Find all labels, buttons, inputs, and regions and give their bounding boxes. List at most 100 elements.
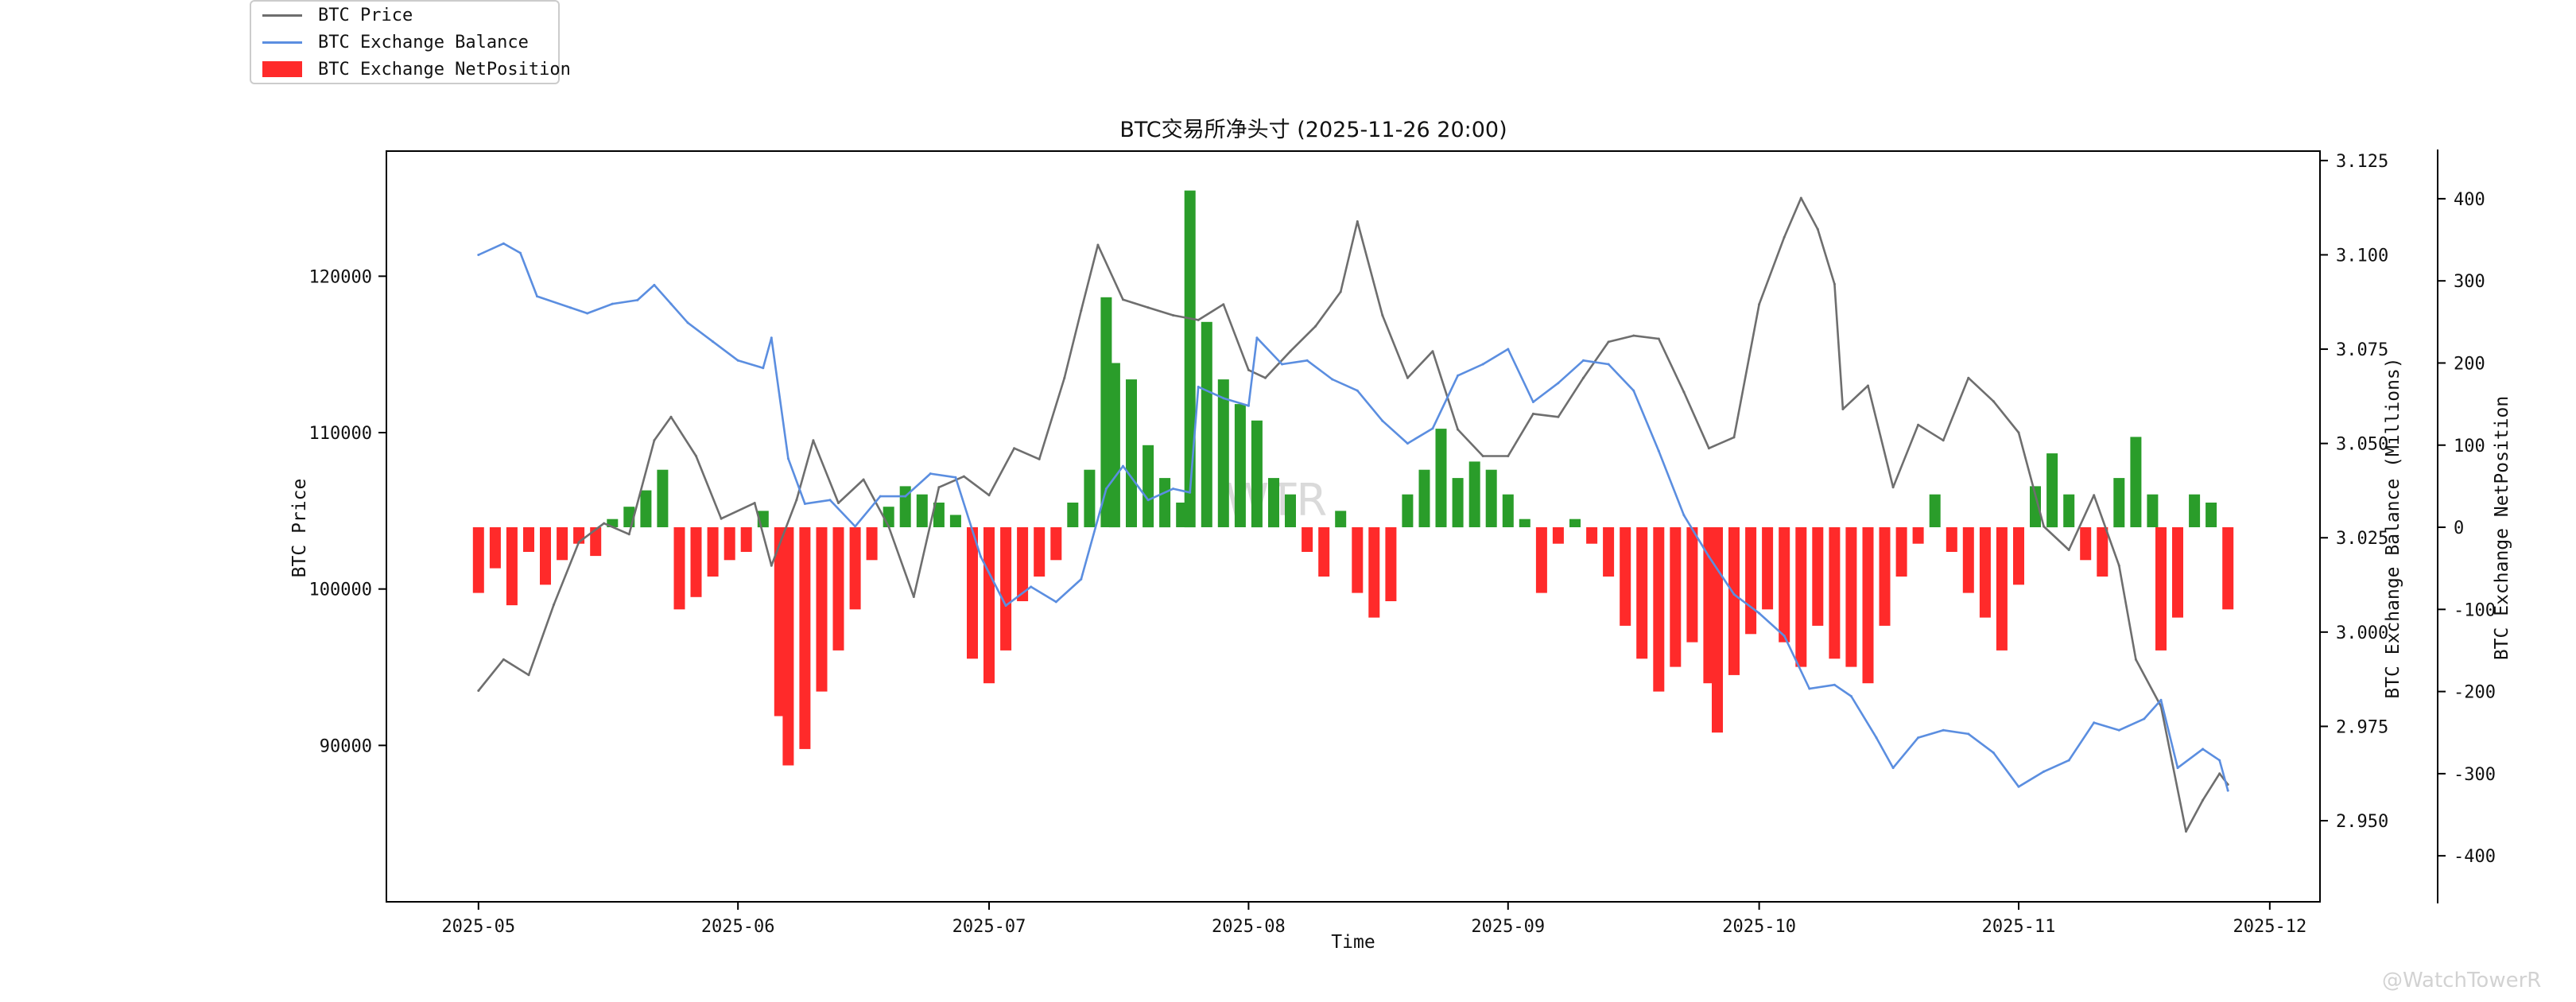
balance-line-point-48 bbox=[1557, 382, 1560, 385]
netposition-bar-96 bbox=[2046, 453, 2058, 528]
y-right1-tick-label-5: 3.075 bbox=[2336, 340, 2388, 360]
netposition-bar-97 bbox=[2063, 494, 2075, 527]
price-line-point-59 bbox=[1867, 384, 1869, 387]
netposition-bar-107 bbox=[2222, 527, 2234, 610]
netposition-bar-52 bbox=[1318, 527, 1330, 577]
netposition-bar-30 bbox=[967, 527, 978, 659]
x-tick-label-5: 2025-10 bbox=[1722, 917, 1796, 937]
x-tick-label-3: 2025-08 bbox=[1212, 917, 1286, 937]
balance-line-point-68 bbox=[2043, 770, 2046, 773]
netposition-bar-106 bbox=[2206, 503, 2217, 527]
netposition-bar-13 bbox=[690, 527, 702, 597]
balance-line-point-71 bbox=[2117, 728, 2120, 732]
price-line-point-53 bbox=[1758, 303, 1761, 306]
x-tick-label-4: 2025-09 bbox=[1471, 917, 1545, 937]
netposition-bar-98 bbox=[2080, 527, 2092, 561]
balance-line-point-5 bbox=[586, 312, 589, 315]
netposition-bar-64 bbox=[1519, 518, 1530, 527]
price-line-point-41 bbox=[1457, 428, 1460, 431]
price-line-point-43 bbox=[1507, 455, 1510, 457]
netposition-bar-65 bbox=[1535, 527, 1547, 593]
price-line-point-31 bbox=[1222, 303, 1225, 306]
netposition-bar-91 bbox=[1962, 527, 1974, 593]
price-line-point-18 bbox=[912, 596, 915, 598]
netposition-bar-28 bbox=[933, 503, 945, 527]
price-line-point-1 bbox=[502, 658, 505, 661]
legend-label-netposition: BTC Exchange NetPosition bbox=[318, 59, 571, 80]
price-line-point-61 bbox=[1917, 423, 1920, 426]
balance-line-point-72 bbox=[2143, 717, 2146, 720]
netposition-bar-50 bbox=[1285, 494, 1296, 527]
y-axis-label-left: BTC Price bbox=[289, 479, 310, 578]
price-line-point-68 bbox=[2093, 494, 2096, 497]
balance-line-point-62 bbox=[1891, 767, 1895, 770]
balance-line-point-10 bbox=[686, 321, 689, 324]
netposition-bar-81 bbox=[1795, 527, 1807, 667]
netposition-bar-71 bbox=[1636, 527, 1648, 659]
balance-line-point-55 bbox=[1732, 592, 1736, 596]
legend-label-balance: BTC Exchange Balance bbox=[318, 32, 529, 52]
y-right1-tick-label-2: 3.000 bbox=[2336, 623, 2388, 643]
netposition-bar-76 bbox=[1712, 527, 1723, 733]
netposition-bar-3 bbox=[523, 527, 534, 552]
y-left-tick-label-1: 100000 bbox=[309, 581, 372, 600]
price-line-point-58 bbox=[1841, 408, 1845, 410]
price-line-point-4 bbox=[577, 541, 580, 544]
netposition-bar-84 bbox=[1845, 527, 1857, 667]
netposition-bar-55 bbox=[1368, 527, 1380, 618]
netposition-bar-47 bbox=[1234, 404, 1246, 527]
balance-line-point-77 bbox=[2226, 789, 2229, 792]
price-line-point-5 bbox=[603, 522, 606, 525]
balance-line-point-43 bbox=[1431, 427, 1434, 430]
netposition-bar-72 bbox=[1653, 527, 1665, 692]
netposition-bar-35 bbox=[1050, 527, 1062, 561]
price-line-point-20 bbox=[962, 475, 965, 478]
balance-line-point-31 bbox=[1172, 487, 1175, 491]
netposition-bar-41 bbox=[1143, 445, 1154, 528]
x-tick-label-6: 2025-11 bbox=[1982, 917, 2056, 937]
netposition-bar-83 bbox=[1829, 527, 1841, 659]
netposition-bar-1 bbox=[489, 527, 501, 569]
balance-line-point-58 bbox=[1808, 687, 1811, 690]
price-line-point-27 bbox=[1122, 298, 1124, 301]
balance-line-point-42 bbox=[1406, 442, 1409, 445]
netposition-bar-90 bbox=[1946, 527, 1957, 552]
y-right2-tick-label-3: -100 bbox=[2454, 600, 2496, 620]
balance-line-point-75 bbox=[2202, 748, 2205, 751]
netposition-bar-39 bbox=[1108, 363, 1120, 528]
y-right2-tick-label-7: 300 bbox=[2454, 272, 2485, 292]
x-tick-label-0: 2025-05 bbox=[441, 917, 515, 937]
balance-line-point-67 bbox=[2017, 785, 2020, 788]
netposition-bar-29 bbox=[949, 515, 961, 527]
netposition-bar-12 bbox=[673, 527, 685, 610]
netposition-bar-63 bbox=[1502, 494, 1514, 527]
price-line-point-46 bbox=[1582, 376, 1585, 379]
netposition-bar-31 bbox=[983, 527, 995, 684]
netposition-bar-37 bbox=[1084, 469, 1096, 527]
y-axis-label-right2: BTC Exchange NetPosition bbox=[2492, 396, 2512, 660]
price-line-point-74 bbox=[2218, 772, 2221, 775]
netposition-bar-104 bbox=[2172, 527, 2183, 618]
price-line-point-36 bbox=[1339, 290, 1342, 293]
netposition-bar-53 bbox=[1335, 511, 1347, 528]
netposition-bar-23 bbox=[849, 527, 861, 610]
netposition-bar-105 bbox=[2189, 494, 2201, 527]
netposition-bar-36 bbox=[1067, 503, 1079, 527]
netposition-bar-18 bbox=[774, 527, 786, 717]
balance-line-point-18 bbox=[854, 525, 857, 528]
y-right2-tick-label-0: -400 bbox=[2454, 847, 2496, 867]
balance-line-point-20 bbox=[904, 495, 907, 498]
balance-line-point-40 bbox=[1356, 389, 1359, 392]
netposition-bar-95 bbox=[2030, 486, 2041, 527]
netposition-bar-54 bbox=[1352, 527, 1364, 593]
balance-line-point-11 bbox=[712, 340, 715, 344]
price-line-point-33 bbox=[1264, 376, 1267, 379]
netposition-bar-0 bbox=[472, 527, 484, 593]
netposition-bar-44 bbox=[1184, 190, 1196, 528]
price-line-point-69 bbox=[2117, 564, 2120, 567]
netposition-bar-46 bbox=[1217, 379, 1229, 527]
netposition-bar-14 bbox=[707, 527, 719, 577]
price-line-point-40 bbox=[1431, 350, 1434, 353]
netposition-bar-2 bbox=[506, 527, 518, 606]
price-line bbox=[477, 196, 2229, 833]
